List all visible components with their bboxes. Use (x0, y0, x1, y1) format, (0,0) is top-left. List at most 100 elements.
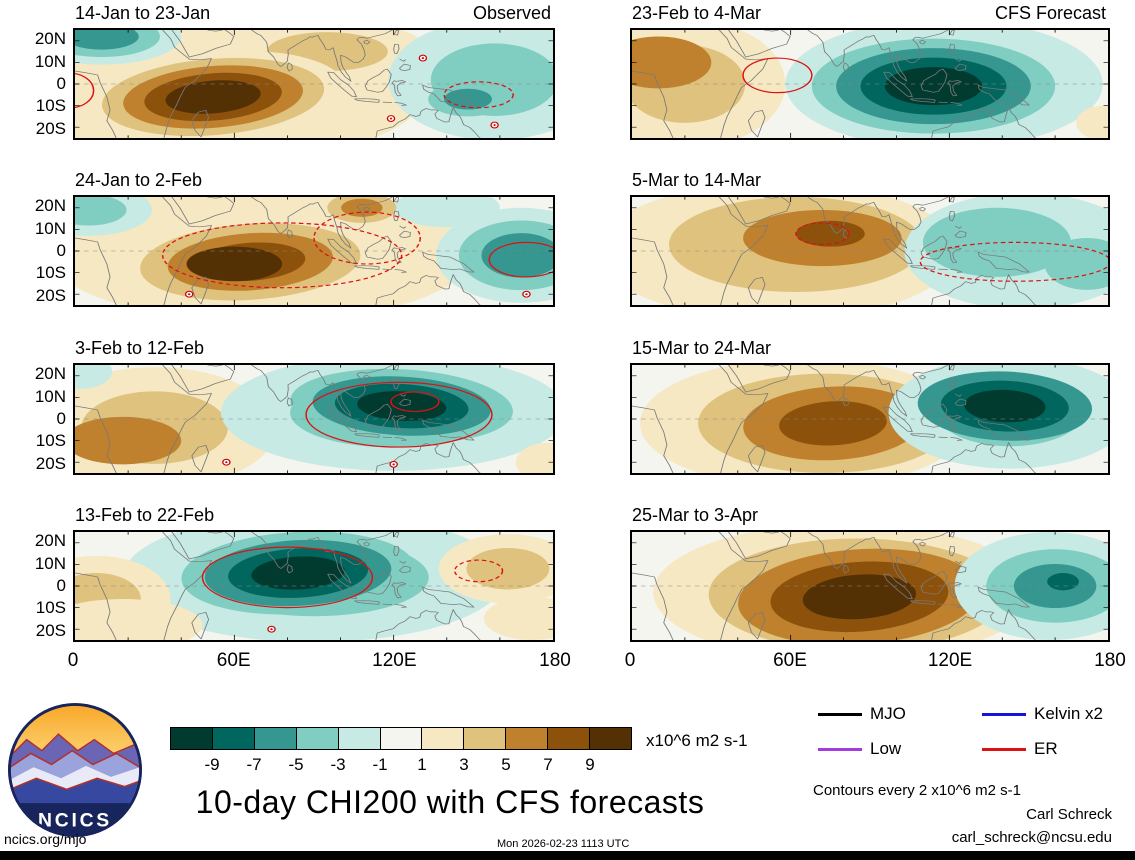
coastline (632, 532, 1036, 640)
y-axis-label: 10S (35, 263, 66, 283)
legend-line-er (982, 748, 1026, 751)
map-canvas (632, 365, 1108, 473)
colorbar-tick-label: -9 (204, 755, 220, 774)
y-axis-label: 0 (56, 576, 66, 595)
contour-interval-note: Contours every 2 x10^6 m2 s-1 (813, 782, 1021, 799)
colorbar-tick-label: 1 (417, 755, 427, 774)
er-wave-contour (919, 241, 1108, 282)
panel-title: 3-Feb to 12-Feb (75, 338, 205, 358)
site-link: ncics.org/mjo (4, 831, 87, 847)
x-axis-label: 60E (216, 650, 251, 671)
er-wave-contour (75, 73, 95, 108)
cyclone-marker (184, 290, 194, 298)
x-axis-label: 120E (927, 650, 973, 671)
panel-title: 5-Mar to 14-Mar (632, 170, 762, 190)
cyclone-marker (222, 458, 231, 466)
legend-label-mjo: MJO (870, 704, 906, 723)
map-canvas (75, 532, 553, 640)
panel-title: 13-Feb to 22-Feb (75, 505, 215, 525)
axis-ticks (632, 197, 1108, 305)
er-wave-contour (742, 57, 813, 94)
y-axis-label: 20S (35, 453, 66, 473)
colorbar-segment (380, 728, 423, 749)
y-axis-label: 20N (34, 531, 66, 551)
axis-ticks (75, 30, 553, 138)
colorbar-segment (548, 728, 591, 749)
map-canvas (75, 365, 553, 473)
y-axis-label: 10S (35, 431, 66, 451)
map-panel-8 (630, 530, 1110, 642)
colorbar-segment (338, 728, 381, 749)
y-axis-label: 10N (34, 218, 66, 238)
legend-label-kelvin-x2: Kelvin x2 (1034, 704, 1103, 723)
y-axis-label: 10N (34, 553, 66, 573)
map-panel-5 (630, 28, 1110, 140)
map-panel-2 (73, 195, 555, 307)
logo-text: NCICS (38, 811, 112, 832)
timestamp: Mon 2026-02-23 1113 UTC (497, 838, 630, 850)
y-axis-label: 20S (35, 620, 66, 640)
map-canvas (632, 532, 1108, 640)
credit-name: Carl Schreck (1026, 806, 1112, 823)
legend-line-mjo (818, 713, 862, 716)
legend-label-er: ER (1034, 739, 1058, 758)
legend-line-kelvin-x2 (982, 713, 1026, 716)
y-axis-label: 20N (34, 364, 66, 384)
colorbar-tick-label: 5 (501, 755, 511, 774)
panel-title: 24-Jan to 2-Feb (75, 170, 203, 190)
coastline (75, 365, 481, 473)
y-axis-label: 20S (35, 118, 66, 138)
colorbar-tick-label: 9 (585, 755, 595, 774)
colorbar-segment (254, 728, 297, 749)
map-panel-4 (73, 530, 555, 642)
colorbar-segment (590, 728, 631, 749)
y-axis-label: 0 (56, 241, 66, 260)
cyclone-marker (389, 460, 398, 468)
colorbar-segment (506, 728, 549, 749)
panel-corner-label: CFS Forecast (994, 3, 1106, 23)
colorbar-segment (422, 728, 465, 749)
legend-line-low (818, 748, 862, 751)
colorbar-segment (296, 728, 339, 749)
colorbar-tick-label: -1 (372, 755, 388, 774)
er-wave-contour (201, 546, 374, 609)
credit-email: carl_schreck@ncsu.edu (951, 829, 1112, 846)
y-axis-label: 0 (56, 409, 66, 428)
colorbar-tick-label: -5 (288, 755, 304, 774)
colorbar-tick-label: -7 (246, 755, 262, 774)
coastline (75, 30, 481, 138)
panel-title: 14-Jan to 23-Jan (75, 3, 211, 23)
panel-corner-label: Observed (472, 3, 551, 23)
axis-ticks (632, 365, 1108, 473)
er-wave-contour (313, 211, 421, 265)
coastline (75, 197, 481, 305)
bottom-bar (0, 851, 1135, 860)
y-axis-label: 10N (34, 51, 66, 71)
y-axis-label: 10N (34, 386, 66, 406)
y-axis-label: 20N (34, 196, 66, 216)
panel-title: 23-Feb to 4-Mar (632, 3, 762, 23)
er-wave-contour (305, 381, 493, 448)
map-canvas (75, 197, 553, 305)
er-wave-contour (390, 391, 440, 413)
coastline (632, 365, 1036, 473)
x-axis-label: 0 (67, 650, 79, 671)
ncics-logo: NCICS (8, 703, 142, 837)
coastline (632, 30, 1036, 138)
colorbar-tick-label: 3 (459, 755, 469, 774)
y-axis-label: 20S (35, 285, 66, 305)
colorbar-tick-label: 7 (543, 755, 553, 774)
cyclone-marker (386, 115, 396, 123)
map-canvas (632, 197, 1108, 305)
figure-title: 10-day CHI200 with CFS forecasts (195, 784, 705, 820)
legend-label-low: Low (870, 739, 902, 758)
colorbar-segment (464, 728, 507, 749)
coastline (75, 532, 481, 640)
colorbar-segment (171, 728, 213, 749)
x-axis-label: 180 (1094, 650, 1126, 671)
y-axis-label: 0 (56, 74, 66, 93)
er-wave-contour (161, 222, 403, 289)
cyclone-marker (267, 625, 276, 633)
axis-ticks (75, 365, 553, 473)
